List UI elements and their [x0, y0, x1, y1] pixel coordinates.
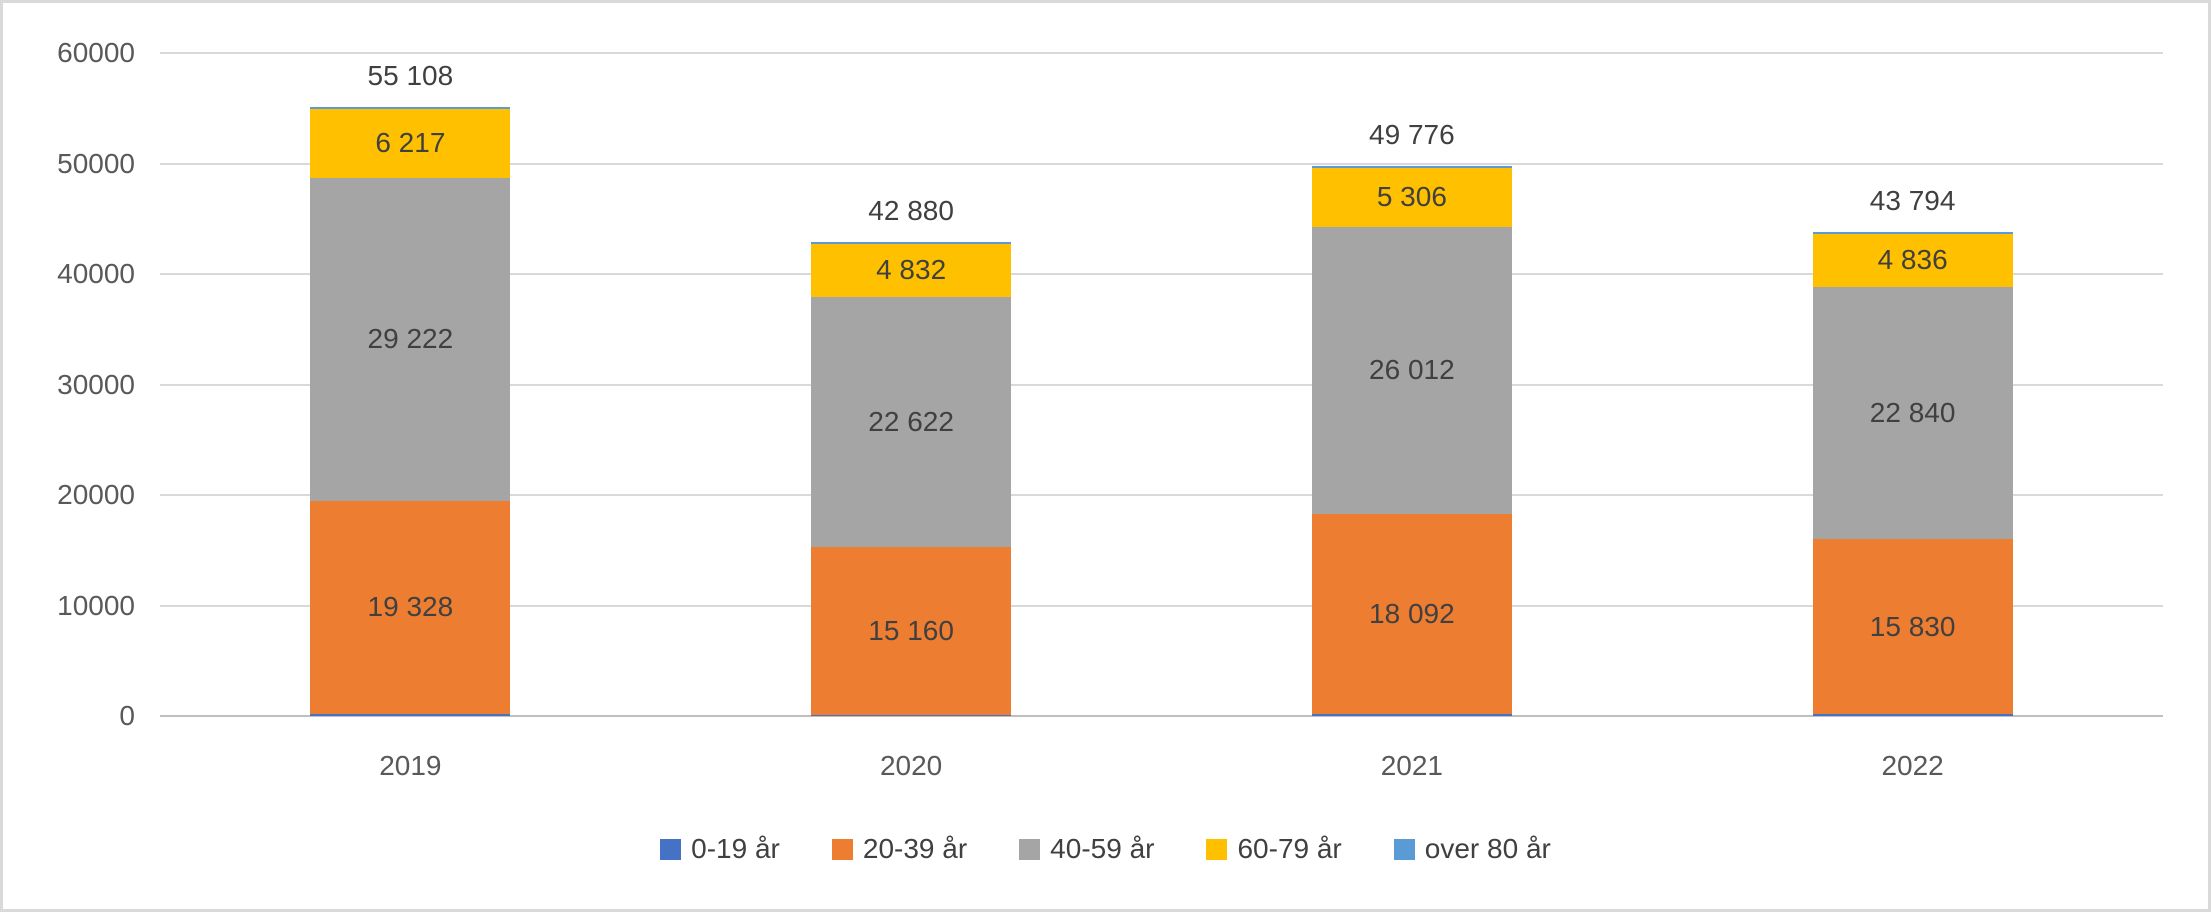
x-category-label-2020: 2020: [879, 750, 943, 781]
legend-swatch-icon: [1206, 838, 1228, 860]
bar-segment-2021-40-59-år: 26 012: [1311, 226, 1512, 515]
bar-segment-2020-0-19-år: [811, 714, 1012, 716]
bar-segment-2022-40-59-år: 22 840: [1812, 287, 2013, 540]
segment-value-label: 4 836: [1877, 244, 1948, 276]
bar-segment-2021-over-80-år: [1311, 165, 1512, 168]
legend-swatch-icon: [831, 838, 853, 860]
bar-total-label: 49 776: [1369, 118, 1455, 150]
bar-segment-2019-60-79-år: 6 217: [310, 108, 511, 178]
y-tick-label: 30000: [57, 368, 135, 400]
bar-segment-2020-20-39-år: 15 160: [811, 547, 1012, 715]
bar-total-label: 43 794: [1869, 185, 1956, 217]
bar-segment-2021-60-79-år: 5 306: [1311, 167, 1512, 227]
legend-swatch-icon: [660, 838, 682, 860]
gridline: [160, 604, 2163, 607]
y-tick-label: 10000: [57, 589, 135, 621]
bar-segment-2020-40-59-år: 22 622: [811, 297, 1012, 547]
legend-label: 20-39 år: [862, 833, 968, 864]
legend-label: over 80 år: [1424, 833, 1551, 864]
legend-item-20-39-år: 20-39 år: [831, 833, 968, 865]
chart-legend: 0-19 år 20-39 år 40-59 år 60-79 år over 80 å…: [3, 833, 2208, 865]
segment-value-label: 18 092: [1369, 598, 1455, 629]
legend-item-0-19-år: 0-19 år: [660, 833, 780, 865]
segment-value-label: 19 328: [367, 591, 454, 623]
segment-value-label: 26 012: [1369, 354, 1455, 386]
y-tick-label: 40000: [57, 258, 135, 289]
bar-segment-2021-20-39-år: 18 092: [1311, 514, 1512, 714]
gridline: [160, 52, 2163, 54]
bar-segment-2019-40-59-år: 29 222: [310, 177, 511, 501]
bar-segment-2019-0-19-år: [310, 714, 511, 716]
gridline: [160, 494, 2163, 496]
segment-value-label: 22 840: [1869, 397, 1956, 429]
x-category-label-2021: 2021: [1380, 750, 1444, 781]
x-category-label-2019: 2019: [379, 750, 442, 781]
segment-value-label: 15 830: [1869, 610, 1956, 642]
segment-value-label: 5 306: [1376, 181, 1447, 213]
segment-value-label: 22 622: [868, 406, 954, 438]
y-tick-label: 0: [119, 700, 135, 731]
bar-segment-2022-over-80-år: [1812, 232, 2013, 234]
legend-label: 60-79 år: [1237, 833, 1342, 864]
legend-label: 40-59 år: [1050, 833, 1155, 864]
bar-segment-2019-over-80-år: [310, 107, 511, 109]
y-tick-label: 60000: [57, 37, 135, 68]
y-tick-label: 20000: [57, 479, 135, 510]
bar-total-label: 42 880: [868, 195, 954, 227]
bar-segment-2022-0-19-år: [1812, 714, 2013, 716]
legend-swatch-icon: [1393, 838, 1415, 860]
y-tick-label: 50000: [57, 147, 135, 179]
bar-segment-2021-0-19-år: [1311, 713, 1512, 716]
segment-value-label: 15 160: [868, 614, 954, 646]
legend-swatch-icon: [1019, 838, 1041, 860]
gridline: [160, 162, 2163, 165]
bar-segment-2022-20-39-år: 15 830: [1812, 539, 2013, 715]
legend-item-over-80-år: over 80 år: [1393, 833, 1551, 865]
legend-label: 0-19 år: [691, 833, 780, 864]
x-axis-line: [160, 715, 2163, 717]
bar-segment-2020-60-79-år: 4 832: [811, 243, 1012, 298]
bar-segment-2020-over-80-år: [811, 242, 1012, 244]
x-category-label-2022: 2022: [1881, 750, 1944, 781]
gridline: [160, 273, 2163, 275]
gridline: [160, 383, 2163, 386]
segment-value-label: 29 222: [367, 323, 454, 355]
bar-segment-2019-20-39-år: 19 328: [310, 500, 511, 715]
segment-value-label: 4 832: [876, 254, 947, 286]
bar-total-label: 55 108: [367, 60, 454, 92]
bar-segment-2022-60-79-år: 4 836: [1812, 233, 2013, 288]
legend-item-60-79-år: 60-79 år: [1206, 833, 1342, 865]
legend-item-40-59-år: 40-59 år: [1019, 833, 1154, 865]
segment-value-label: 6 217: [375, 127, 446, 159]
